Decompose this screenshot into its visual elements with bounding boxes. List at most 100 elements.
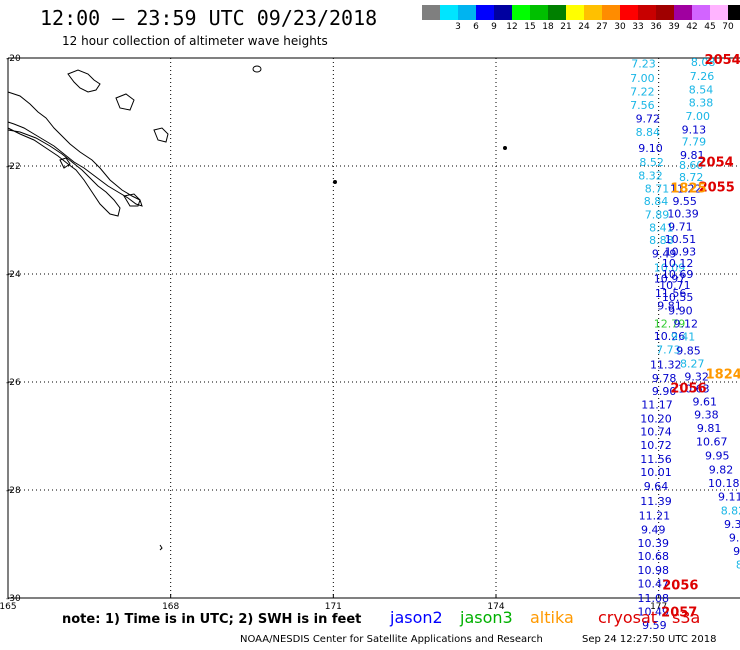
color-scale-label: 30 bbox=[614, 22, 626, 32]
wave-height-value: 7.26 bbox=[690, 70, 715, 83]
pass-time-label: 2057 bbox=[661, 606, 697, 621]
lat-tick-label: -24 bbox=[6, 270, 21, 280]
wave-height-value: 9.41 bbox=[671, 331, 696, 344]
wave-height-value: 7.79 bbox=[682, 136, 707, 149]
wave-height-value: 9.61 bbox=[693, 395, 718, 408]
wave-height-value: 12.79 bbox=[654, 318, 686, 331]
wave-height-value: 9.49 bbox=[641, 523, 666, 536]
wave-height-value: 10.98 bbox=[637, 564, 669, 577]
wave-height-value: 8.84 bbox=[644, 195, 669, 208]
wave-height-value: 9.95 bbox=[705, 449, 730, 462]
credit-line: NOAA/NESDIS Center for Satellite Applica… bbox=[240, 634, 543, 645]
wave-height-value: 11.39 bbox=[640, 495, 672, 508]
color-swatch bbox=[512, 5, 530, 20]
color-scale-label: 21 bbox=[560, 22, 572, 32]
loyalty-island-ouvea bbox=[115, 93, 135, 111]
color-scale-label: 70 bbox=[722, 22, 734, 32]
wave-height-value: 10.51 bbox=[665, 233, 697, 246]
color-scale-label: 15 bbox=[524, 22, 536, 32]
island-walpole bbox=[333, 180, 337, 184]
wave-height-value: 11.56 bbox=[655, 287, 687, 300]
wave-height-value: 9.64 bbox=[644, 480, 669, 493]
color-swatch bbox=[638, 5, 656, 20]
lon-tick-label: 177 bbox=[650, 602, 667, 612]
color-scale-label: 6 bbox=[473, 22, 479, 32]
wave-height-value: 9.78 bbox=[652, 372, 677, 385]
pass-time-label: 1824 bbox=[706, 367, 740, 382]
wave-height-value: 9.90 bbox=[652, 385, 677, 398]
wave-height-value: 10.55 bbox=[662, 291, 694, 304]
wave-height-value: 9.81 bbox=[657, 299, 682, 312]
generated-timestamp: Sep 24 12:27:50 UTC 2018 bbox=[582, 634, 717, 645]
color-swatch bbox=[566, 5, 584, 20]
wave-height-value: 10.01 bbox=[640, 466, 672, 479]
color-scale-bar bbox=[422, 5, 740, 20]
wave-height-value: 9.38 bbox=[694, 408, 719, 421]
color-swatch bbox=[620, 5, 638, 20]
wave-height-value: 11.21 bbox=[639, 509, 671, 522]
island-south bbox=[159, 544, 163, 551]
color-swatch bbox=[674, 5, 692, 20]
wave-height-value: 7.23 bbox=[631, 57, 656, 70]
wave-height-value: 10.39 bbox=[667, 208, 699, 221]
lat-tick-label: -30 bbox=[6, 594, 21, 604]
wave-height-value: 10.97 bbox=[654, 272, 686, 285]
island-north bbox=[252, 65, 262, 73]
lat-tick-label: -20 bbox=[6, 54, 21, 64]
legend-item-jason3: jason3 bbox=[460, 608, 513, 627]
color-scale-label: 18 bbox=[542, 22, 554, 32]
wave-height-value: 10.18 bbox=[708, 477, 740, 490]
wave-height-value: 9.13 bbox=[682, 123, 707, 136]
legend-item-s3a: s3a bbox=[672, 608, 701, 627]
color-swatch bbox=[440, 5, 458, 20]
wave-height-value: 8.71 bbox=[645, 183, 670, 196]
color-scale-label: 24 bbox=[578, 22, 590, 32]
wave-height-value: 8.54 bbox=[689, 83, 714, 96]
island-east bbox=[503, 146, 507, 150]
wave-height-value: 7.89 bbox=[645, 209, 670, 222]
wave-height-value: 10.26 bbox=[654, 330, 686, 343]
page-title: 12:00 – 23:59 UTC 09/23/2018 bbox=[40, 6, 378, 30]
wave-height-value: 9.10 bbox=[638, 142, 663, 155]
lat-tick-label: -22 bbox=[6, 162, 21, 172]
color-swatch bbox=[548, 5, 566, 20]
wave-height-value: 8.27 bbox=[680, 358, 705, 371]
wave-height-value: 8.50 bbox=[736, 559, 740, 572]
new-caledonia-coast-outer bbox=[7, 91, 143, 207]
wave-height-value: 9.49 bbox=[652, 247, 677, 260]
pass-time-label: 2054 bbox=[698, 156, 734, 171]
wave-height-value: 10.49 bbox=[637, 606, 669, 619]
wave-height-value: 7.22 bbox=[630, 85, 655, 98]
wave-height-value: 9.90 bbox=[668, 305, 693, 318]
loyalty-island-lifou bbox=[153, 127, 169, 143]
lon-tick-label: 171 bbox=[325, 602, 342, 612]
wave-height-value: 10.72 bbox=[640, 439, 672, 452]
wave-height-value: 11.17 bbox=[641, 399, 673, 412]
wave-height-value: 11.22 bbox=[670, 183, 702, 196]
new-caledonia-coast-inner bbox=[7, 127, 121, 217]
wave-height-value: 7.00 bbox=[685, 110, 710, 123]
wave-height-value: 9.81 bbox=[697, 422, 722, 435]
wave-height-value: 9.11 bbox=[718, 490, 740, 503]
wave-height-value: 10.68 bbox=[637, 550, 669, 563]
wave-height-value: 8.72 bbox=[679, 171, 704, 184]
wave-height-value: 10.20 bbox=[640, 413, 672, 426]
lon-tick-label: 174 bbox=[487, 602, 504, 612]
wave-height-value: 9.55 bbox=[672, 195, 697, 208]
color-scale-label: 27 bbox=[596, 22, 608, 32]
color-scale-label: 3 bbox=[455, 22, 461, 32]
legend-item-cryosat: cryosat bbox=[598, 608, 658, 627]
wave-height-value: 10.63 bbox=[678, 382, 710, 395]
isle-of-pines bbox=[59, 157, 71, 169]
wave-height-value: 9.81 bbox=[680, 149, 705, 162]
wave-height-value: 9.19 bbox=[733, 545, 740, 558]
color-swatch bbox=[710, 5, 728, 20]
pass-time-label: 2056 bbox=[670, 381, 706, 396]
map-grid bbox=[8, 58, 740, 598]
wave-height-value: 7.56 bbox=[630, 99, 655, 112]
wave-height-value: 9.12 bbox=[674, 318, 699, 331]
color-swatch bbox=[476, 5, 494, 20]
wave-height-value: 7.00 bbox=[630, 72, 655, 85]
